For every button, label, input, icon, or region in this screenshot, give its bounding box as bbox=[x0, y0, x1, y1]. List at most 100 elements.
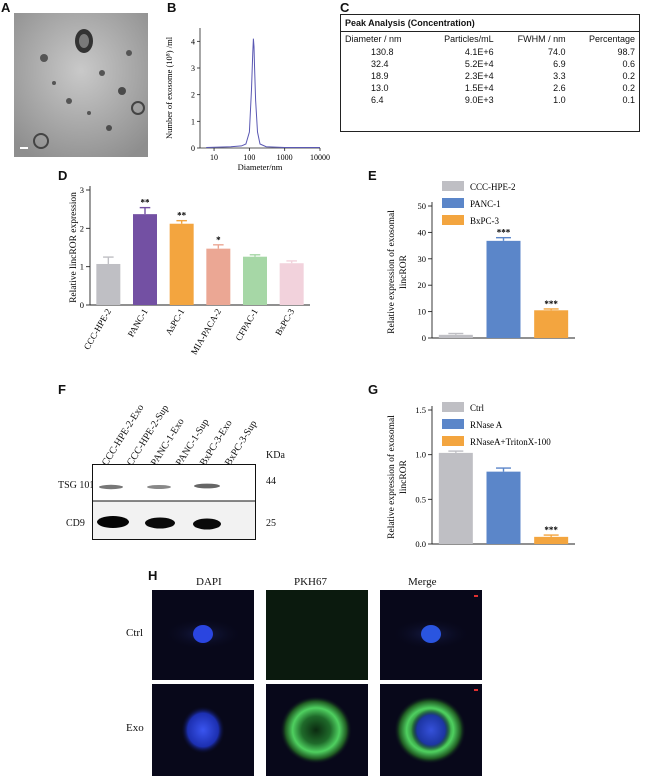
nta-line-chart: 0 1 2 3 4 10 100 1000 10000 Diameter/nm Number of … bbox=[164, 28, 330, 170]
e-bar-1 bbox=[486, 240, 521, 338]
peak-table-title: Peak Analysis (Concentration) bbox=[341, 15, 639, 32]
nucleus-exo-dapi bbox=[181, 706, 225, 754]
rnase-treatment-bar-chart: 0.0 0.5 1.0 1.5 *** Relative expression of ex… bbox=[386, 402, 575, 549]
lincror-expression-bar-chart: 0 1 2 3 CCC-HPE-2 ** PANC-1 ** AsPC-1 * MIA-PACA-2… bbox=[69, 185, 310, 356]
nucleus-exo-merge bbox=[411, 709, 451, 751]
micro-ctrl-merge-graphic bbox=[391, 595, 478, 650]
micro-ctrl-dapi-graphic bbox=[163, 618, 243, 650]
d-significance-1: ** bbox=[141, 198, 151, 208]
b-y-tick-label: 0 bbox=[191, 144, 195, 153]
micro-exo-pkh67-graphic bbox=[280, 696, 352, 764]
peak-cell-2-2: 3.3 bbox=[553, 71, 566, 81]
panel-letter-b: B bbox=[167, 0, 177, 15]
e-legend-label-0: CCC-HPE-2 bbox=[470, 182, 516, 192]
g-y-tick-label: 1.5 bbox=[415, 405, 426, 415]
blot-band-kda-cd9: 25 bbox=[266, 518, 276, 529]
panel-letter-h: H bbox=[148, 568, 158, 583]
peak-cell-1-1: 5.2E+4 bbox=[464, 59, 494, 69]
peak-cell-0-2: 74.0 bbox=[548, 47, 566, 57]
panel-letter-g: G bbox=[368, 382, 379, 397]
d-y-tick-label: 1 bbox=[80, 262, 84, 272]
d-bar-5 bbox=[279, 263, 304, 305]
blot-band-name-cd9: CD9 bbox=[66, 518, 85, 529]
micro-exo-pkh67 bbox=[266, 684, 368, 776]
peak-cell-4-3: 0.1 bbox=[622, 95, 635, 105]
peak-header-3: Percentage bbox=[588, 34, 635, 44]
panel-letter-e: E bbox=[368, 168, 377, 183]
b-series-line bbox=[206, 38, 320, 148]
micro-exo-dapi bbox=[152, 684, 254, 776]
d-significance-3: * bbox=[216, 235, 221, 245]
band-tsg101-lane3 bbox=[147, 485, 171, 489]
e-y-axis-label: Relative expression of exosomal bbox=[386, 210, 397, 334]
d-bar-4 bbox=[243, 256, 267, 305]
micro-exo-merge bbox=[380, 684, 482, 776]
band-tsg101-lane1 bbox=[99, 484, 123, 490]
panel-letter-d: D bbox=[58, 168, 68, 183]
g-legend-swatch-0 bbox=[442, 402, 464, 412]
tem-texture bbox=[14, 13, 148, 157]
table-row: 130.8 4.1E+6 74.0 98.7 bbox=[341, 46, 639, 58]
peak-cell-3-1: 1.5E+4 bbox=[464, 83, 494, 93]
d-significance-2: ** bbox=[177, 211, 187, 221]
peak-cell-3-0: 13.0 bbox=[371, 83, 389, 93]
b-x-axis-label: Diameter/nm bbox=[238, 162, 283, 170]
micro-ctrl-pkh67 bbox=[266, 590, 368, 680]
g-legend-label-0: Ctrl bbox=[470, 403, 485, 413]
band-tsg101-lane5 bbox=[194, 483, 220, 489]
e-y-tick-label: 20 bbox=[418, 280, 427, 290]
d-category-label-5: BxPC-3 bbox=[273, 307, 296, 338]
e-y-tick-label: 0 bbox=[422, 333, 426, 343]
peak-cell-1-2: 6.9 bbox=[553, 59, 566, 69]
d-y-tick-label: 0 bbox=[80, 300, 84, 310]
b-y-axis-label: Number of exosome (10⁸) /ml bbox=[164, 36, 174, 139]
g-significance-2: *** bbox=[544, 525, 558, 535]
micro-row-ctrl: Ctrl bbox=[126, 627, 144, 639]
peak-table-body: 130.8 4.1E+6 74.0 98.7 32.4 5.2E+4 6.9 0.6 18.9 2… bbox=[341, 46, 639, 106]
e-legend-label-1: PANC-1 bbox=[470, 199, 501, 209]
e-y-tick-label: 40 bbox=[418, 227, 427, 237]
peak-analysis-table: Peak Analysis (Concentration) Diameter /… bbox=[340, 14, 640, 132]
g-legend-label-1: RNase A bbox=[470, 420, 503, 430]
peak-cell-0-0: 130.8 bbox=[371, 47, 394, 57]
d-category-label-2: AsPC-1 bbox=[163, 307, 186, 337]
micro-ctrl-dapi bbox=[152, 590, 254, 680]
peak-cell-1-3: 0.6 bbox=[622, 59, 635, 69]
g-y-axis-label-line2: lincROR bbox=[399, 459, 409, 493]
g-y-axis-label: Relative expression of exosomal bbox=[386, 415, 397, 539]
g-y-tick-label: 0.0 bbox=[415, 539, 426, 549]
peak-header-0: Diameter / nm bbox=[345, 34, 402, 44]
g-bar-0 bbox=[438, 452, 473, 544]
blot-band-kda-tsg101: 44 bbox=[266, 476, 276, 487]
blot-unit-label: KDa bbox=[266, 450, 285, 461]
peak-cell-3-3: 0.2 bbox=[622, 83, 635, 93]
e-significance-2: *** bbox=[544, 299, 558, 309]
blot-bands bbox=[93, 483, 255, 539]
micro-ctrl-merge bbox=[380, 590, 482, 680]
peak-header-2: FWHM / nm bbox=[517, 34, 566, 44]
e-y-tick-label: 10 bbox=[418, 307, 427, 317]
nucleus-ctrl-dapi bbox=[193, 625, 213, 643]
exosomal-lincror-bar-chart: 0 10 20 30 40 50 *** *** Relative expression of … bbox=[386, 181, 575, 343]
band-cd9-lane1 bbox=[97, 516, 129, 528]
peak-header-1: Particles/mL bbox=[444, 34, 494, 44]
b-y-tick-label: 2 bbox=[191, 91, 195, 100]
table-row: 13.0 1.5E+4 2.6 0.2 bbox=[341, 82, 639, 94]
blot-band-name-tsg101: TSG 101 bbox=[58, 480, 95, 491]
g-legend-swatch-1 bbox=[442, 419, 464, 429]
peak-cell-4-1: 9.0E+3 bbox=[464, 95, 494, 105]
e-legend-swatch-2 bbox=[442, 215, 464, 225]
micro-col-dapi: DAPI bbox=[196, 576, 222, 588]
micro-exo-merge-graphic bbox=[394, 689, 478, 764]
peak-cell-4-2: 1.0 bbox=[553, 95, 566, 105]
micro-row-exo: Exo bbox=[126, 722, 144, 734]
e-significance-1: *** bbox=[497, 228, 511, 238]
western-blot-image bbox=[92, 464, 256, 540]
peak-cell-0-1: 4.1E+6 bbox=[464, 47, 494, 57]
b-y-tick-label: 4 bbox=[191, 37, 195, 46]
d-category-label-4: CFPAC-1 bbox=[233, 307, 259, 342]
peak-table-header-row: Diameter / nm Particles/mL FWHM / nm Percen… bbox=[341, 32, 639, 46]
d-bar-0 bbox=[96, 263, 121, 305]
band-cd9-lane5 bbox=[193, 518, 221, 530]
b-x-tick-label: 10000 bbox=[310, 153, 330, 162]
